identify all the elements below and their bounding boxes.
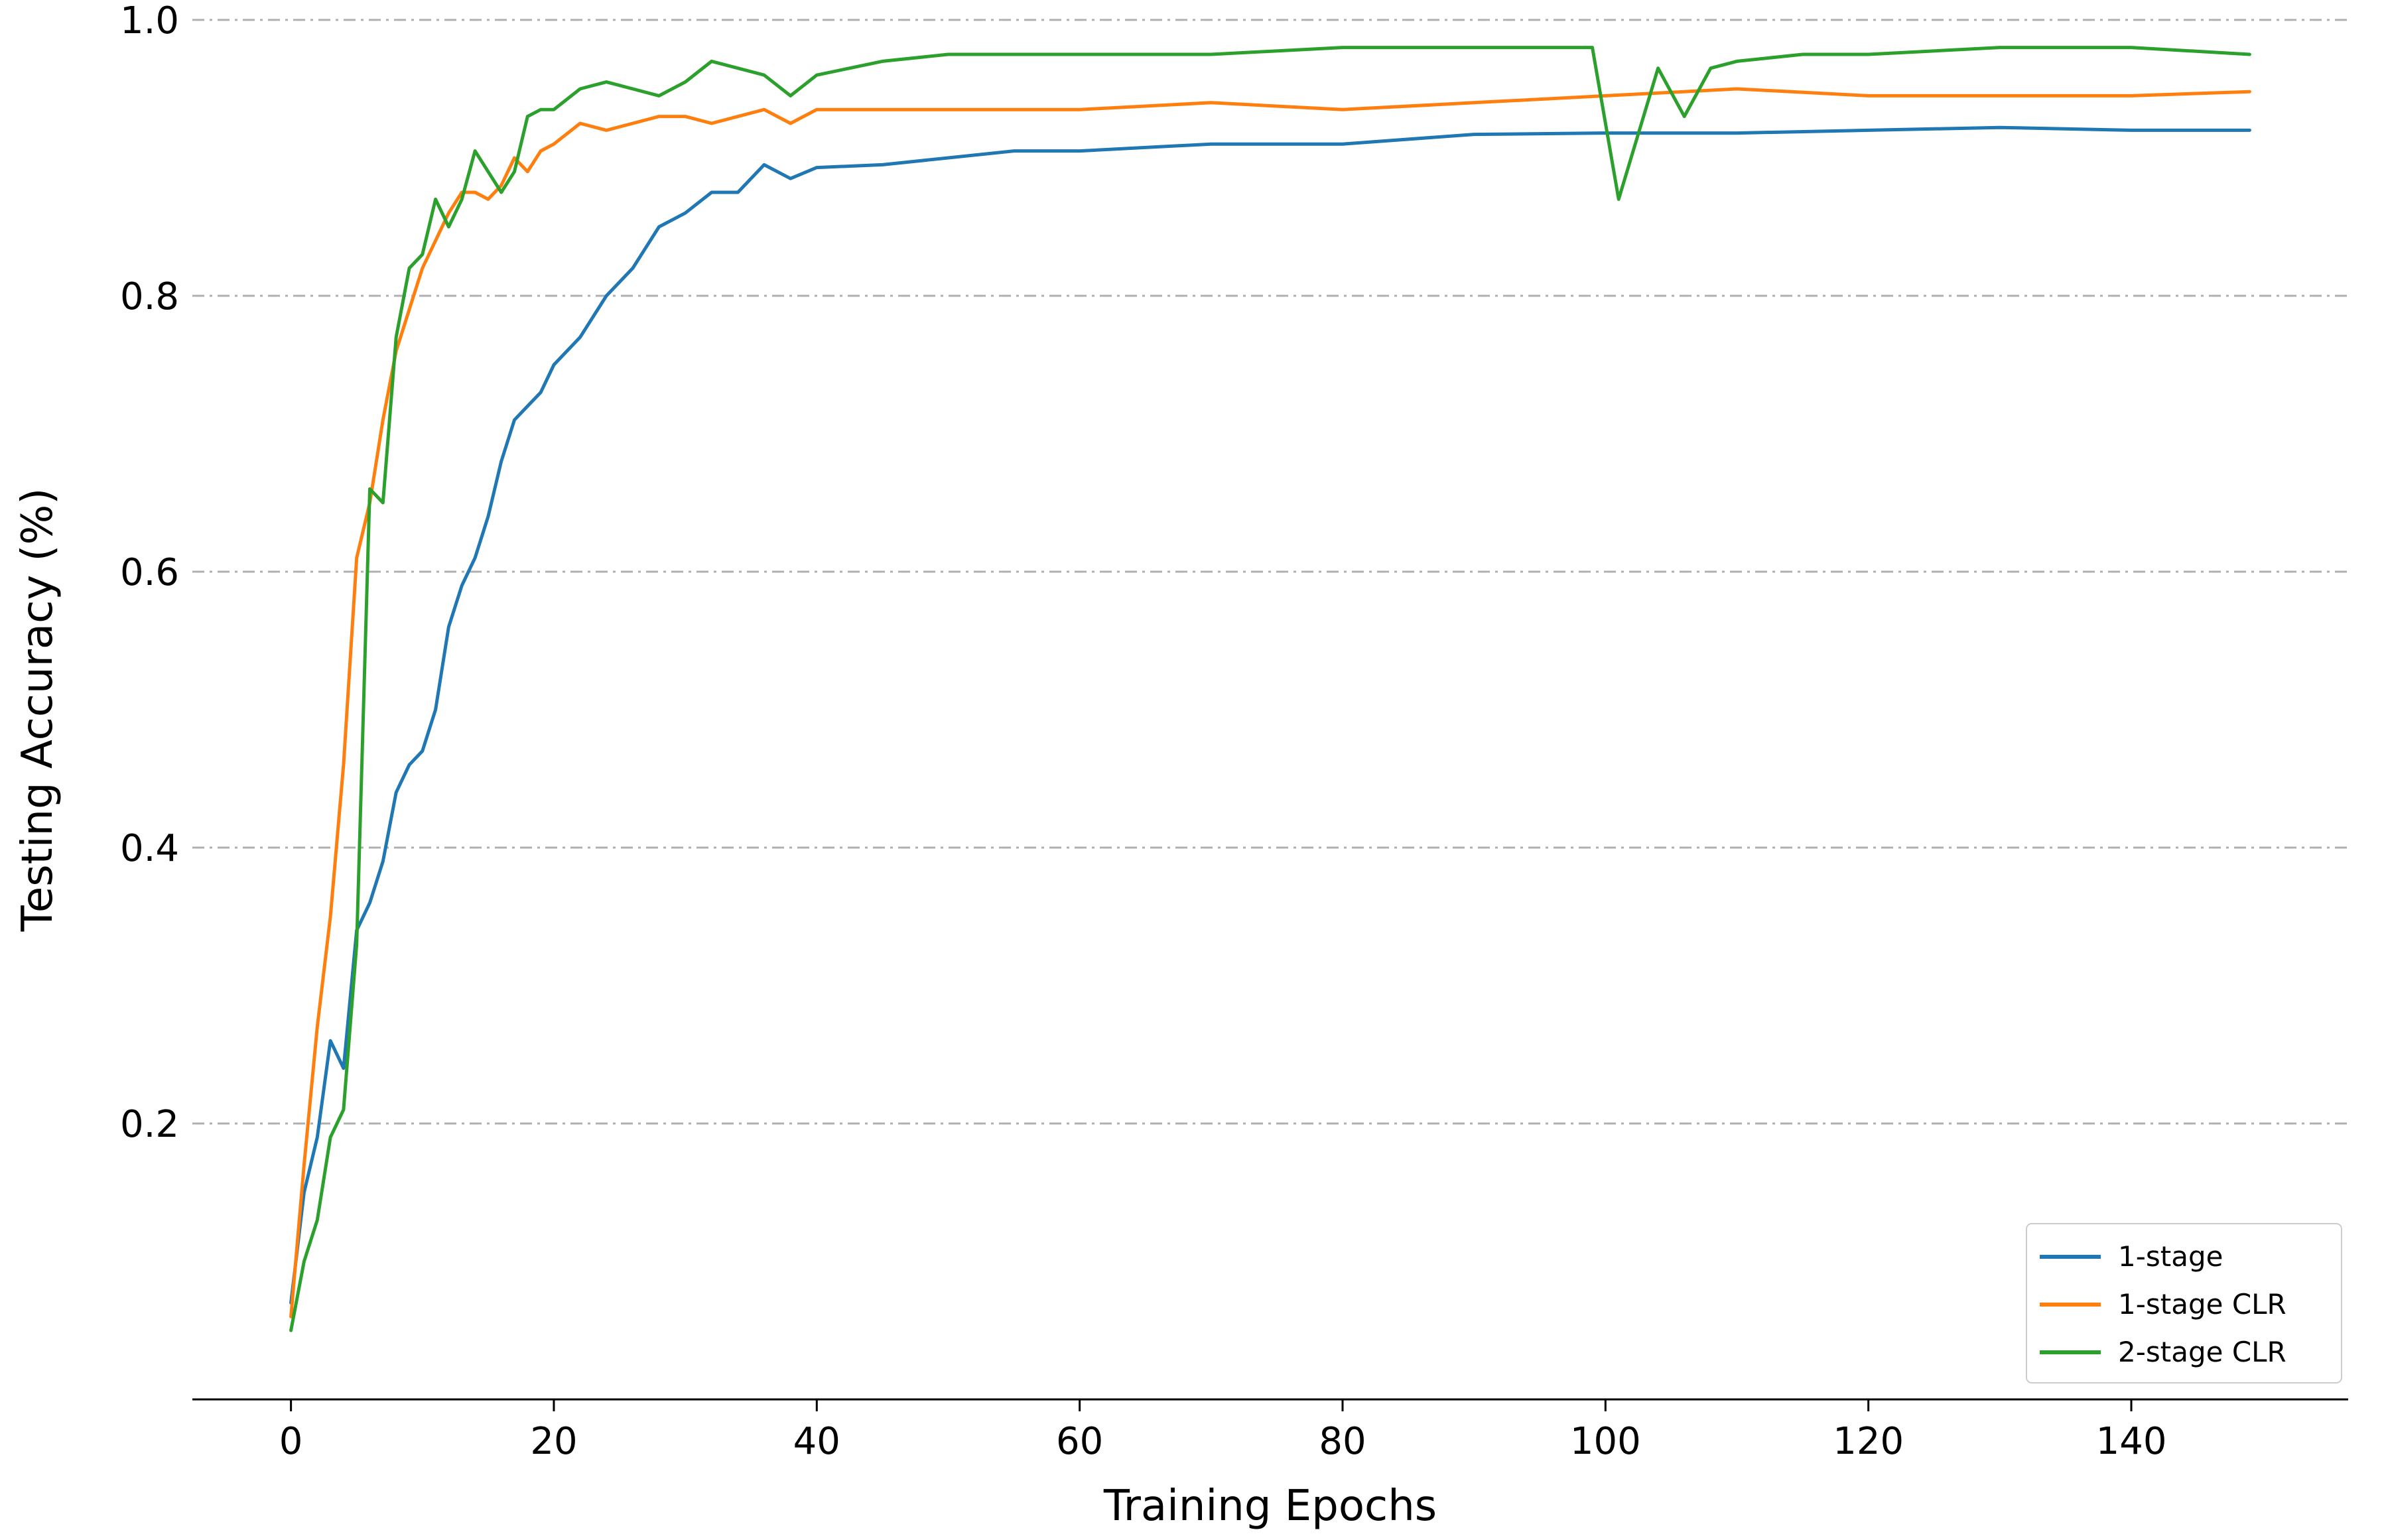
y-tick-label: 0.4	[120, 827, 179, 870]
series	[289, 46, 2251, 1332]
series-line	[289, 87, 2251, 1318]
y-tick-label: 0.8	[120, 275, 179, 318]
x-tick-label: 120	[1833, 1420, 1904, 1463]
y-tick-label: 0.6	[120, 551, 179, 594]
legend-label: 1-stage	[2118, 1240, 2223, 1273]
legend-box	[2026, 1223, 2342, 1383]
x-axis-title: Training Epochs	[1103, 1482, 1437, 1531]
ticks: 0.2 0.4 0.6 0.8 1.0 0 20 40 60 80 100 120 140	[120, 0, 2167, 1463]
x-tick-label: 40	[793, 1420, 840, 1463]
y-axis-title: Testing Accuracy (%)	[13, 488, 62, 932]
x-tick-label: 60	[1056, 1420, 1103, 1463]
x-tick-label: 140	[2096, 1420, 2167, 1463]
x-tick-label: 0	[279, 1420, 303, 1463]
grid	[192, 19, 2348, 1125]
y-tick-label: 1.0	[120, 0, 179, 42]
legend-items: 1-stage 1-stage CLR 2-stage CLR	[2040, 1240, 2286, 1368]
legend: 1-stage 1-stage CLR 2-stage CLR	[2026, 1223, 2342, 1383]
legend-label: 1-stage CLR	[2118, 1288, 2286, 1320]
x-tick-label: 80	[1319, 1420, 1366, 1463]
y-tick-label: 0.2	[120, 1103, 179, 1146]
x-tick-label: 100	[1570, 1420, 1641, 1463]
series-line	[289, 46, 2251, 1332]
series-line	[289, 125, 2251, 1305]
x-tick-label: 20	[530, 1420, 577, 1463]
legend-label: 2-stage CLR	[2118, 1336, 2286, 1368]
